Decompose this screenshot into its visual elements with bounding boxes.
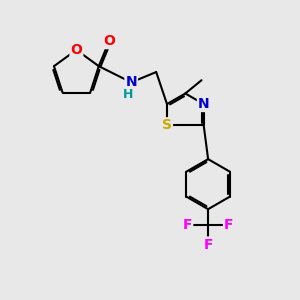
Text: F: F bbox=[224, 218, 233, 233]
Text: F: F bbox=[203, 238, 213, 251]
Text: F: F bbox=[183, 218, 192, 233]
Text: O: O bbox=[103, 34, 115, 48]
Text: N: N bbox=[198, 97, 209, 111]
Text: S: S bbox=[162, 118, 172, 132]
Text: O: O bbox=[70, 43, 82, 57]
Text: N: N bbox=[125, 75, 137, 89]
Text: H: H bbox=[123, 88, 134, 101]
